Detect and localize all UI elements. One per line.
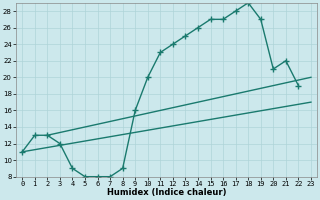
X-axis label: Humidex (Indice chaleur): Humidex (Indice chaleur) <box>107 188 226 197</box>
